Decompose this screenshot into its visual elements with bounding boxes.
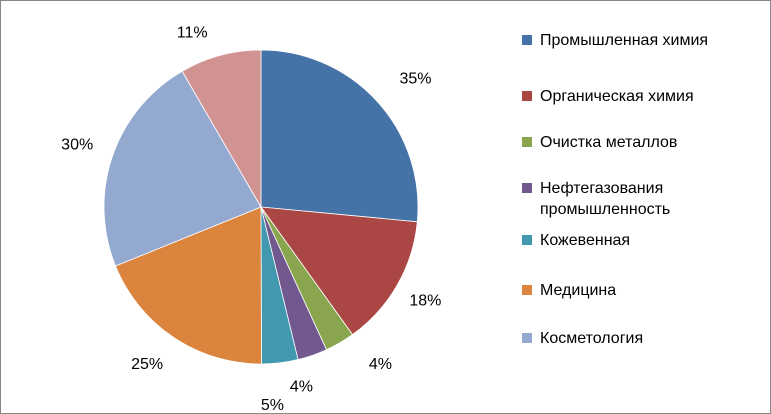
data-label-4: 4% <box>290 378 313 395</box>
pie-slice-6 <box>114 206 262 365</box>
data-labels: 35% 18% 4% 4% 5% 25% 30% 11% <box>61 24 441 414</box>
legend-label: Медицина <box>540 282 617 299</box>
legend-swatch <box>522 333 532 343</box>
pie-slices <box>103 49 419 365</box>
data-label-7: 30% <box>61 137 93 154</box>
legend-swatch <box>522 91 532 101</box>
pie-slice-8 <box>181 49 262 209</box>
legend-swatch <box>522 285 532 295</box>
data-label-6: 25% <box>131 356 163 373</box>
legend-swatch <box>522 35 532 45</box>
legend-label: Нефтегазования промышленность <box>540 180 671 218</box>
legend-swatch <box>522 235 532 245</box>
legend-swatch <box>522 137 532 147</box>
data-label-8: 11% <box>177 24 208 41</box>
data-label-1: 35% <box>399 70 431 87</box>
legend-label: Кожевенная <box>540 232 631 249</box>
legend-item-2: Органическая химия <box>522 86 762 107</box>
legend-label: Органическая химия <box>540 88 694 105</box>
legend-item-6: Медицина <box>522 280 762 301</box>
data-label-5: 5% <box>261 397 284 414</box>
legend-item-4: Нефтегазования промышленность <box>522 178 762 220</box>
legend-label: Косметология <box>540 330 644 347</box>
data-label-2: 18% <box>409 292 441 309</box>
legend-item-1: Промышленная химия <box>522 30 762 51</box>
legend-label: Промышленная химия <box>540 32 709 49</box>
pie-slice-7 <box>103 70 262 267</box>
legend-swatch <box>522 183 532 193</box>
legend-item-3: Очистка металлов <box>522 132 762 153</box>
pie-slice-2 <box>260 206 418 336</box>
legend-item-5: Кожевенная <box>522 230 762 251</box>
pie-slice-1 <box>260 49 419 223</box>
legend-item-7: Косметология <box>522 328 762 349</box>
legend-label: Очистка металлов <box>540 134 678 151</box>
data-label-3: 4% <box>369 356 392 373</box>
